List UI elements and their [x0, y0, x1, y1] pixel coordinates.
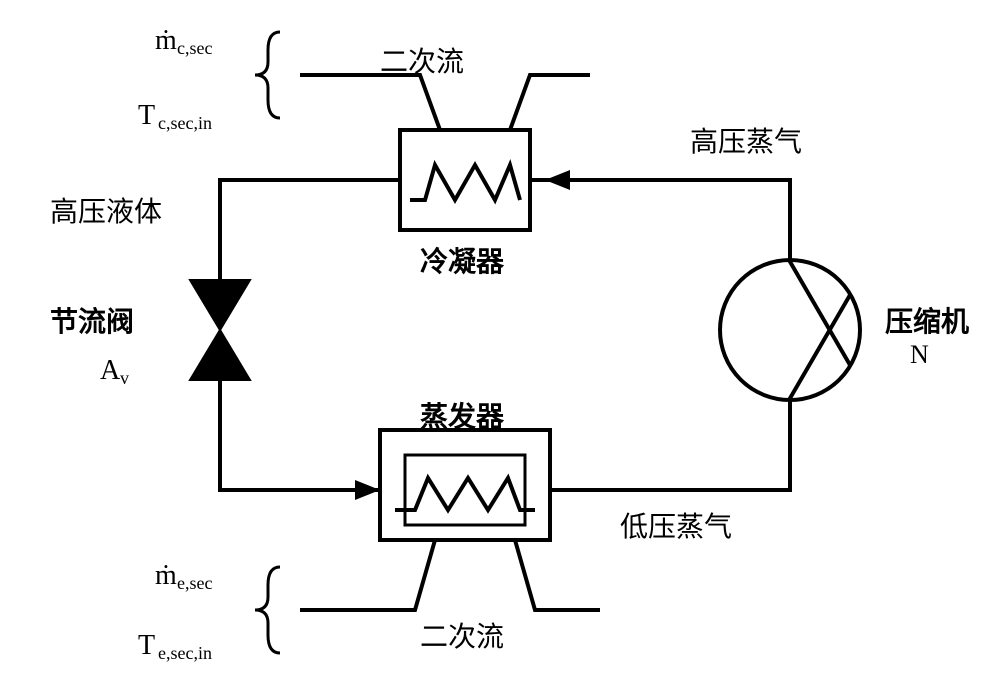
- mc-sec-sub: c,sec: [177, 38, 212, 59]
- low-pressure-vapor-label: 低压蒸气: [620, 505, 732, 545]
- mc-sec-symbol: ṁ: [155, 25, 177, 57]
- high-pressure-vapor-label: 高压蒸气: [690, 120, 802, 160]
- n-symbol: N: [910, 340, 929, 370]
- tc-sec-in-symbol: T: [138, 100, 155, 132]
- condenser-label: 冷凝器: [420, 240, 504, 280]
- me-sec-sub: e,sec: [177, 573, 212, 594]
- throttle-valve-label: 节流阀: [50, 300, 134, 340]
- av-sub: v: [120, 368, 129, 389]
- te-sec-in-symbol: T: [138, 630, 155, 662]
- evaporator-label: 蒸发器: [420, 395, 504, 435]
- tc-sec-in-sub: c,sec,in: [158, 113, 212, 134]
- te-sec-in-sub: e,sec,in: [158, 643, 212, 664]
- diagram-canvas: 二次流 二次流 高压蒸气 高压液体 低压蒸气 冷凝器 蒸发器 节流阀 压缩机 ṁ…: [0, 0, 1000, 681]
- me-sec-symbol: ṁ: [155, 560, 177, 592]
- high-pressure-liquid-label: 高压液体: [50, 190, 162, 230]
- av-symbol: A: [100, 355, 120, 387]
- compressor-label: 压缩机: [885, 300, 969, 340]
- secondary-flow-bottom-label: 二次流: [420, 615, 504, 655]
- secondary-flow-top-label: 二次流: [380, 40, 464, 80]
